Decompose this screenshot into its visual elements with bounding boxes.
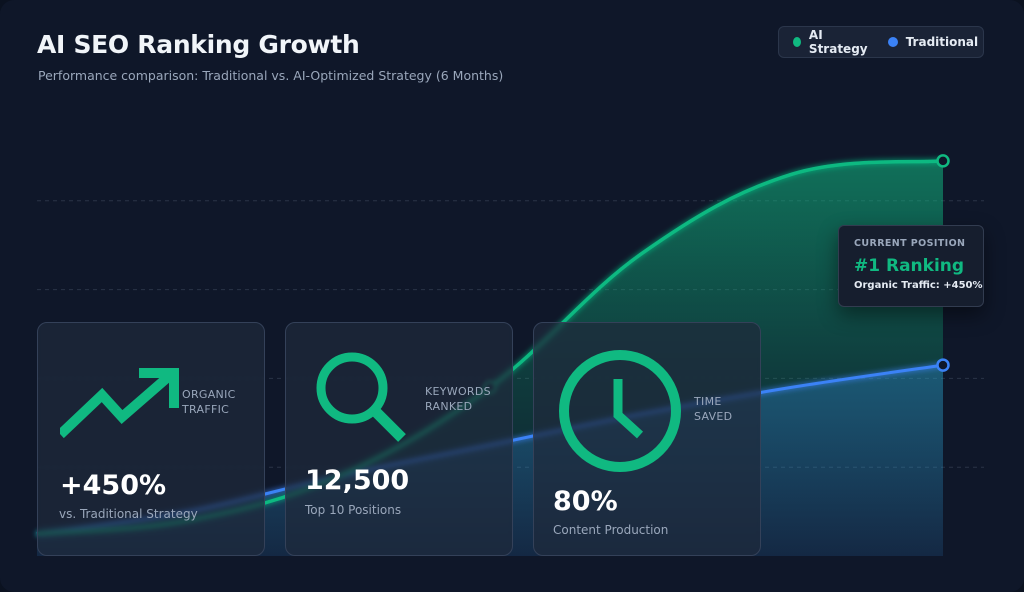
- metric-value-organic-traffic: +450%: [60, 470, 167, 501]
- current-position-tooltip: CURRENT POSITION #1 Ranking Organic Traf…: [838, 225, 984, 307]
- legend-dot-ai: [793, 37, 801, 47]
- metric-label-line2: SAVED: [694, 410, 733, 423]
- legend-label-ai: AI Strategy: [808, 28, 868, 56]
- tooltip-traffic: Organic Traffic: +450%: [854, 280, 983, 291]
- tooltip-label: CURRENT POSITION: [854, 238, 966, 249]
- legend-dot-traditional: [887, 37, 898, 47]
- search-icon: [316, 352, 406, 442]
- metric-sub-organic-traffic: vs. Traditional Strategy: [59, 507, 198, 521]
- metric-card-time-saved: TIME SAVED 80% Content Production: [533, 322, 761, 556]
- metric-sub-time-saved: Content Production: [553, 523, 669, 537]
- point-traditional: [936, 358, 950, 372]
- metric-card-organic-traffic: ORGANIC TRAFFIC +450% vs. Traditional St…: [37, 322, 265, 556]
- legend-label-traditional: Traditional: [905, 35, 979, 49]
- legend-item-ai[interactable]: AI Strategy: [793, 28, 870, 56]
- trending-up-icon: [60, 368, 179, 439]
- chart-subtitle: Performance comparison: Traditional vs. …: [38, 68, 504, 83]
- metric-value-keywords-ranked: 12,500: [305, 465, 410, 496]
- metric-label-line1: KEYWORDS: [425, 385, 491, 398]
- metric-label-line2: RANKED: [425, 400, 473, 413]
- metric-label-line1: ORGANIC: [182, 388, 236, 401]
- point-ai-strategy: [936, 154, 950, 168]
- metric-sub-keywords-ranked: Top 10 Positions: [305, 503, 402, 517]
- tooltip-rank: #1 Ranking: [854, 256, 965, 276]
- metric-card-keywords-ranked: KEYWORDS RANKED 12,500 Top 10 Positions: [285, 322, 513, 556]
- chart-title: AI SEO Ranking Growth: [37, 30, 360, 59]
- clock-icon: [559, 350, 681, 472]
- metric-label-line1: TIME: [694, 395, 722, 408]
- legend-item-traditional[interactable]: Traditional: [887, 35, 979, 49]
- metric-label-keywords-ranked: KEYWORDS RANKED: [425, 384, 491, 414]
- metric-value-time-saved: 80%: [553, 486, 618, 517]
- metric-label-time-saved: TIME SAVED: [694, 394, 732, 424]
- chart-legend: AI Strategy Traditional: [778, 26, 984, 58]
- metric-label-line2: TRAFFIC: [182, 403, 230, 416]
- metric-label-organic-traffic: ORGANIC TRAFFIC: [182, 387, 236, 417]
